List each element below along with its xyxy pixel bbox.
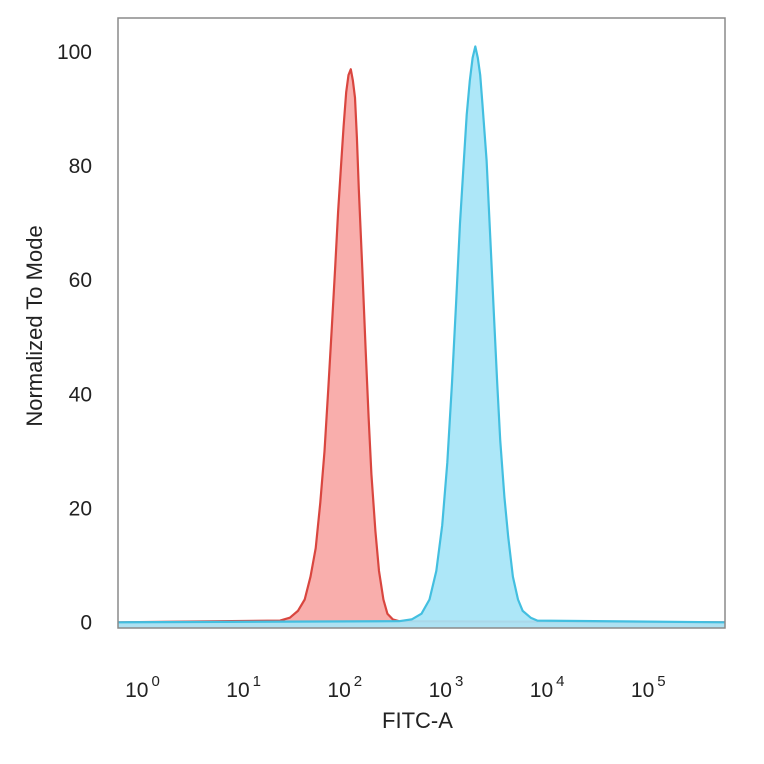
x-tick-label: 10 0 [125,673,160,702]
y-tick-label: 20 [69,497,92,520]
y-axis-title: Normalized To Mode [22,225,47,426]
y-tick-label: 100 [57,41,92,64]
y-tick-label: 60 [69,269,92,292]
x-axis-title: FITC-A [382,708,453,733]
y-tick-label: 40 [69,383,92,406]
y-tick-label: 0 [80,611,92,634]
series-2-area [118,46,725,628]
x-tick-label: 10 1 [226,673,261,702]
y-tick-label: 80 [69,155,92,178]
x-tick-labels: 10 0 10 1 10 2 10 3 10 4 10 5 [125,673,666,702]
series-1-line [117,68,726,624]
series-layer [117,45,726,629]
x-tick-label: 10 5 [631,673,666,702]
plot-frame [117,17,726,629]
x-tick-label: 10 3 [429,673,464,702]
series-2-line [117,45,726,624]
y-tick-labels: 0 20 40 60 80 100 [57,41,92,634]
x-tick-label: 10 4 [530,673,565,702]
series-1-area [118,69,725,629]
x-tick-label: 10 2 [327,673,362,702]
